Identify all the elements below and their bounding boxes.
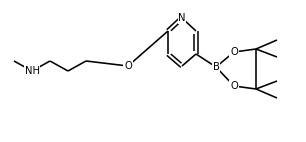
Text: O: O [124,61,132,71]
Text: N: N [178,13,186,23]
Text: O: O [230,81,238,91]
Text: NH: NH [24,66,39,76]
Text: B: B [213,62,219,72]
Text: O: O [230,47,238,57]
